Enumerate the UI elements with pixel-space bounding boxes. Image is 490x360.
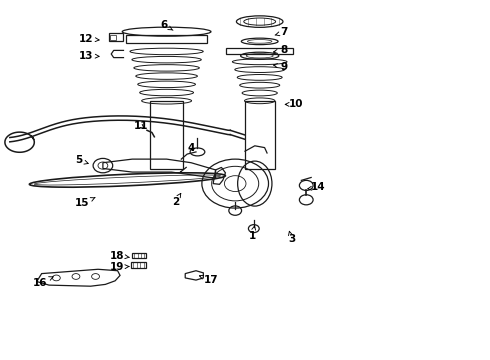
Text: 1: 1 — [249, 225, 256, 241]
Text: 17: 17 — [199, 275, 218, 285]
Text: 10: 10 — [285, 99, 304, 109]
Text: 4: 4 — [187, 143, 195, 153]
Text: 12: 12 — [78, 34, 99, 44]
Text: 15: 15 — [75, 198, 95, 208]
Text: 7: 7 — [275, 27, 288, 37]
Text: 16: 16 — [33, 277, 53, 288]
Bar — [245, 101, 275, 169]
Bar — [226, 48, 293, 54]
Text: 11: 11 — [134, 121, 148, 131]
Bar — [150, 101, 183, 169]
Bar — [132, 253, 146, 258]
Text: 8: 8 — [273, 45, 288, 55]
Text: 19: 19 — [109, 262, 129, 272]
Bar — [126, 35, 207, 43]
Text: 18: 18 — [109, 251, 129, 261]
Bar — [131, 262, 146, 268]
Bar — [109, 33, 123, 41]
Text: 9: 9 — [273, 62, 288, 72]
Text: 5: 5 — [75, 155, 88, 165]
Text: 14: 14 — [308, 182, 326, 192]
Text: 13: 13 — [78, 51, 99, 61]
Text: 2: 2 — [172, 193, 181, 207]
Text: 6: 6 — [161, 20, 173, 30]
Bar — [110, 35, 116, 40]
Text: 3: 3 — [288, 231, 295, 244]
